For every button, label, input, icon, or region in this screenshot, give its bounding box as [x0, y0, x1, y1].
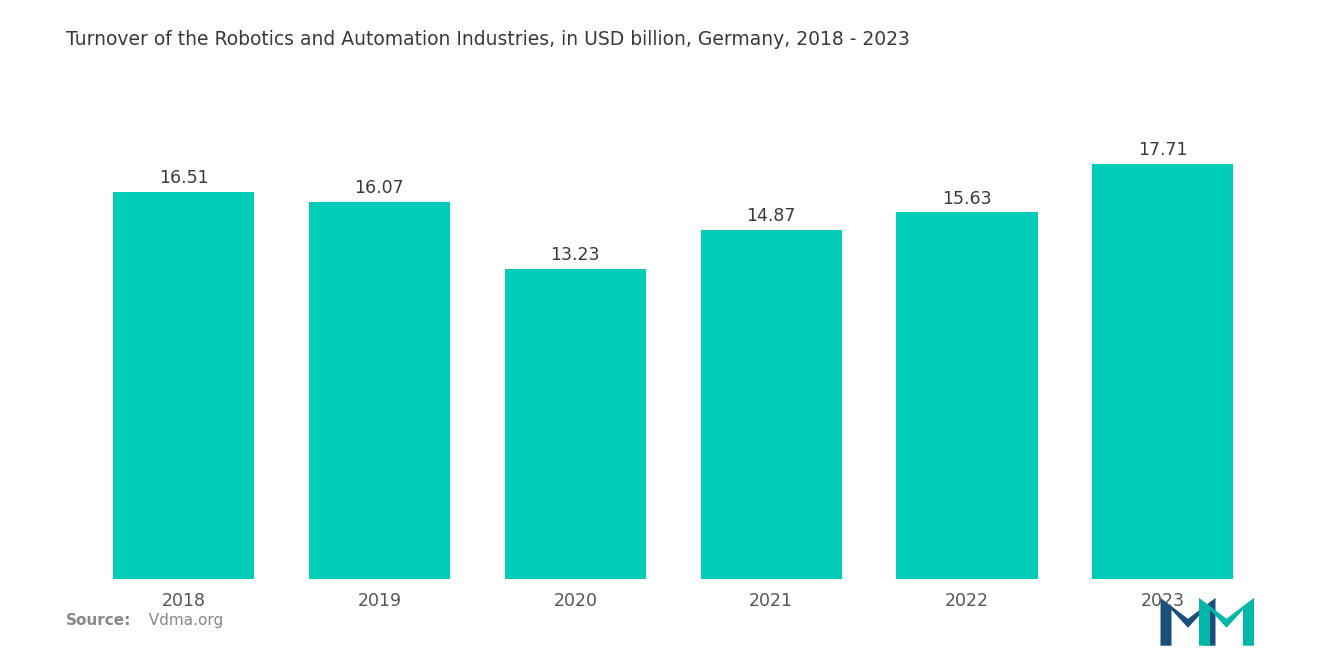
Polygon shape: [1199, 598, 1254, 646]
Bar: [504, 269, 645, 579]
Text: 13.23: 13.23: [550, 246, 601, 264]
Text: 15.63: 15.63: [942, 190, 991, 207]
Bar: [309, 202, 450, 579]
Text: Vdma.org: Vdma.org: [139, 613, 223, 628]
Bar: [701, 230, 842, 579]
Bar: [114, 192, 253, 579]
Text: 17.71: 17.71: [1138, 141, 1188, 159]
Text: 16.51: 16.51: [158, 169, 209, 187]
Polygon shape: [1160, 598, 1216, 646]
Text: Turnover of the Robotics and Automation Industries, in USD billion, Germany, 201: Turnover of the Robotics and Automation …: [66, 30, 909, 49]
Text: Source:: Source:: [66, 613, 132, 628]
Text: 16.07: 16.07: [355, 180, 404, 198]
Bar: [896, 212, 1038, 579]
Text: 14.87: 14.87: [746, 207, 796, 225]
Bar: [1093, 164, 1233, 579]
